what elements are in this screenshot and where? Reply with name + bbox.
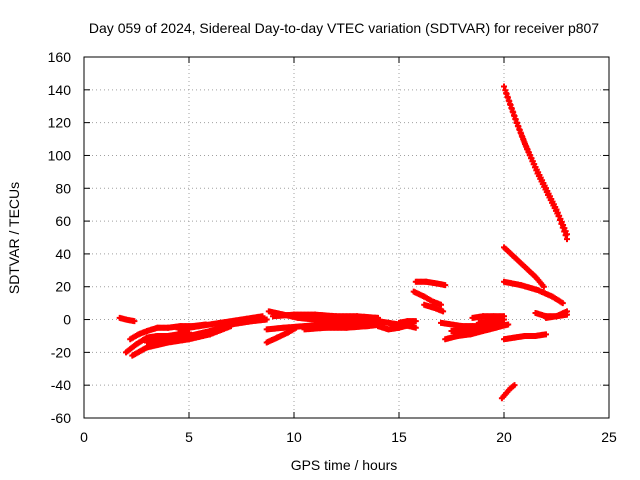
data-track [301,321,386,333]
data-track [116,314,138,325]
data-point [508,104,515,111]
data-point [438,301,444,308]
data-point [530,161,537,168]
axis-ticks [83,56,610,419]
y-tick-label: 100 [48,147,72,163]
chart-title: Day 059 of 2024, Sidereal Day-to-day VTE… [89,20,599,36]
data-point [412,324,419,331]
data-point [516,126,523,133]
data-point [131,318,138,325]
x-tick-label: 15 [391,429,407,445]
y-tick-label: 40 [55,246,71,262]
y-tick-label: -20 [51,344,71,360]
y-tick-label: 120 [48,115,72,131]
data-track [543,308,570,321]
data-point [529,158,536,165]
data-point [412,318,419,325]
data-point [259,313,266,320]
data-point [505,321,512,328]
y-tick-label: -40 [51,377,71,393]
data-point [561,228,568,235]
x-tick-label: 5 [185,429,193,445]
data-point [518,132,525,139]
data-point [555,213,562,220]
x-axis-label: GPS time / hours [291,457,398,473]
data-point [557,216,563,223]
data-point [503,90,510,97]
y-tick-label: 20 [55,279,71,295]
data-track [469,313,507,321]
data-track [501,331,549,343]
data-point [540,283,547,290]
data-point [513,119,520,126]
data-point [501,316,507,323]
data-track [175,313,266,333]
data-point [543,331,549,338]
data-point [524,145,531,152]
x-tick-label: 0 [80,429,88,445]
data-point [511,382,518,389]
data-points [116,83,570,402]
y-tick-label: 80 [55,180,71,196]
data-point [440,308,447,315]
data-track [501,278,566,307]
data-point [533,167,540,174]
data-track [448,323,503,335]
data-point [504,93,511,100]
data-track [498,382,518,402]
data-track [421,301,447,315]
data-track [270,311,381,321]
data-point [512,115,519,122]
data-point [263,316,270,323]
data-point [501,83,507,90]
y-tick-label: 140 [48,82,72,98]
data-point [562,232,569,239]
data-track [501,244,547,290]
x-tick-label: 10 [286,429,302,445]
data-point [517,129,524,136]
data-point [505,97,512,104]
data-track [475,316,507,326]
data-point [520,136,527,143]
data-point [558,220,565,227]
data-track [503,90,570,243]
data-point [522,142,529,149]
tick-labels: 0 5 10 15 20 25 -60 -40 -20 0 20 40 60 80 100 120 140 160 [48,49,617,445]
y-tick-label: 160 [48,49,72,65]
data-point [510,112,517,119]
y-tick-label: 0 [63,312,71,328]
data-point [564,308,570,315]
data-point [559,224,566,231]
data-point [507,101,514,108]
data-point [496,323,503,330]
data-point [526,152,533,159]
x-tick-label: 25 [601,429,617,445]
data-track [412,278,449,289]
data-point [514,122,521,129]
y-tick-label: 60 [55,213,71,229]
grid [84,57,609,418]
data-point [525,148,532,155]
data-point [442,282,449,289]
data-point [509,108,516,115]
plot-frame [83,56,610,419]
data-point [521,139,528,146]
y-tick-label: -60 [51,410,71,426]
data-track [396,318,419,326]
data-point [564,236,570,243]
data-track [410,288,444,308]
y-axis-label: SDTVAR / TECUs [6,182,22,294]
data-point [531,164,538,171]
data-point [528,155,535,162]
x-tick-label: 20 [496,429,512,445]
data-track [375,321,415,333]
data-point [559,300,566,307]
